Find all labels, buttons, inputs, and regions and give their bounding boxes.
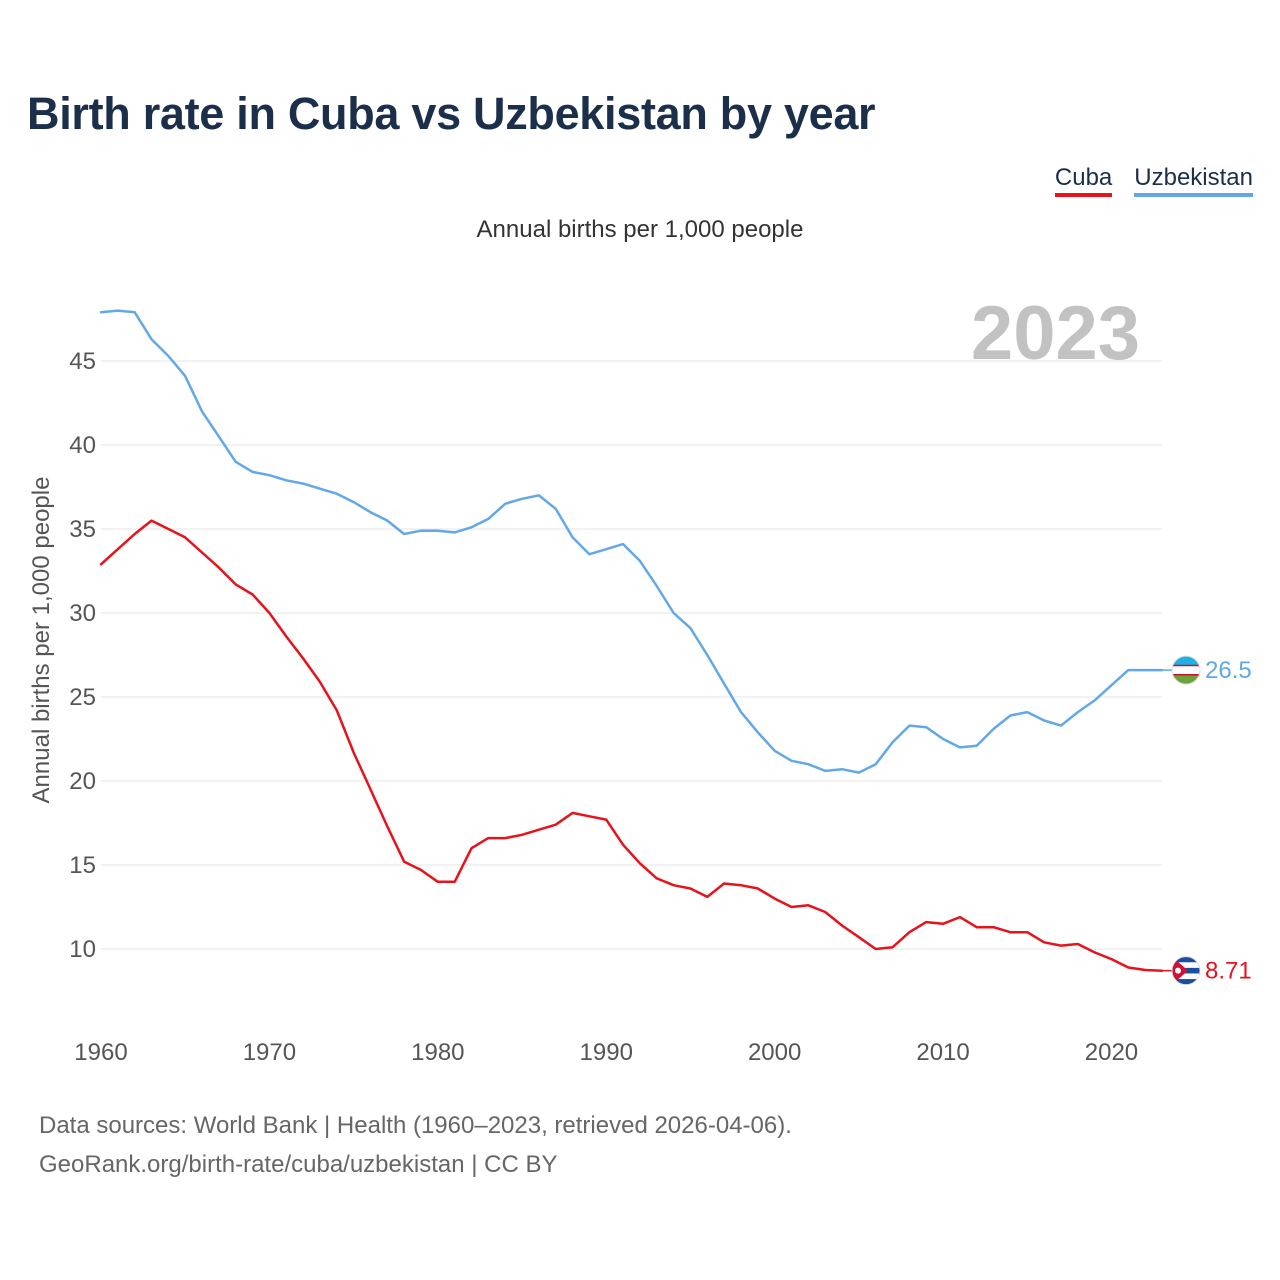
y-tick-label-15: 15 [69,852,96,879]
cuba-flag-stripe [1172,956,1200,963]
end-value-label-cuba: 8.71 [1205,958,1252,985]
x-tick-label-1990: 1990 [580,1039,633,1066]
y-tick-label-30: 30 [69,600,96,627]
x-tick-label-2000: 2000 [748,1039,801,1066]
chart-title: Birth rate in Cuba vs Uzbekistan by year [27,88,876,139]
y-tick-label-20: 20 [69,768,96,795]
x-tick-label-1970: 1970 [243,1039,296,1066]
y-tick-label-25: 25 [69,684,96,711]
end-value-label-uzbekistan: 26.5 [1205,657,1252,684]
legend-item-uzbekistan[interactable]: Uzbekistan [1134,164,1253,197]
y-tick-label-40: 40 [69,432,96,459]
y-axis-label: Annual births per 1,000 people [28,476,55,804]
y-tick-label-10: 10 [69,936,96,963]
uzbekistan-flag-body [1172,656,1200,685]
uzbekistan-flag-border [1171,655,1201,685]
y-tick-label-35: 35 [69,516,96,543]
x-tick-label-2010: 2010 [916,1039,969,1066]
year-watermark: 2023 [970,291,1140,376]
x-tick-label-1960: 1960 [74,1039,127,1066]
cuba-flag-border [1171,956,1201,986]
cuba-flag-body [1172,956,1200,985]
y-tick-label-45: 45 [69,348,96,375]
series-line-uzbekistan [99,309,1164,774]
cuba-flag-icon [1171,956,1201,986]
cuba-flag-stripe [1172,962,1200,969]
footer: Data sources: World Bank | Health (1960–… [39,1106,792,1184]
cuba-flag-stripe [1172,979,1200,985]
uzbekistan-flag-icon [1171,655,1201,685]
uz-flag-green [1172,674,1200,685]
footer-sources: Data sources: World Bank | Health (1960–… [39,1112,792,1139]
cuba-flag-stripe [1172,973,1200,980]
footer-link[interactable]: GeoRank.org/birth-rate/cuba/uzbekistan |… [39,1151,558,1178]
series-line-cuba [99,519,1164,972]
chart-subtitle: Annual births per 1,000 people [476,216,804,243]
legend: Cuba Uzbekistan [1054,164,1253,197]
uz-flag-white [1172,665,1200,675]
x-tick-label-2020: 2020 [1085,1039,1138,1066]
legend-item-cuba[interactable]: Cuba [1054,164,1113,197]
cuba-flag-star [1175,967,1181,974]
x-tick-label-1980: 1980 [411,1039,464,1066]
uz-flag-blue [1172,656,1200,666]
